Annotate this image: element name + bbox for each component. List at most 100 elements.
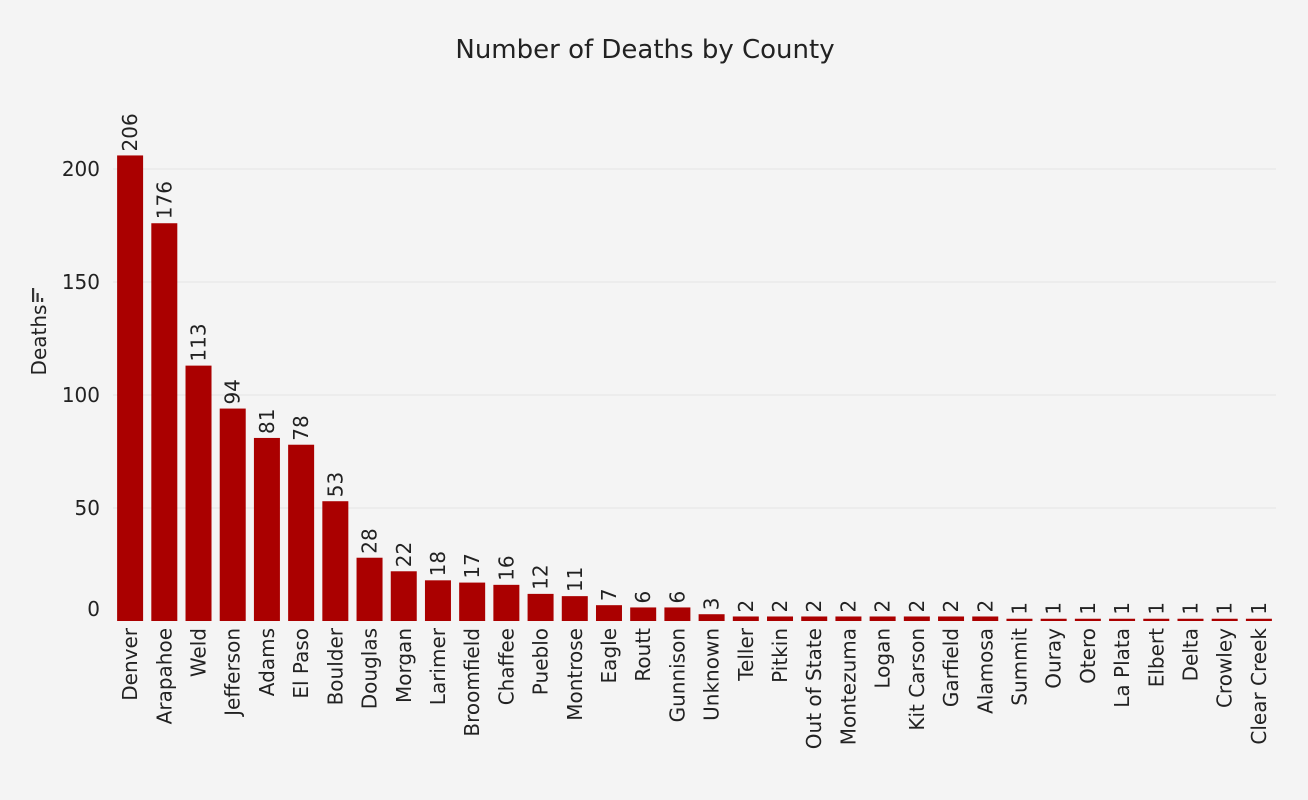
data-label: 18 <box>426 551 450 576</box>
bar[interactable] <box>322 501 349 621</box>
category-label: Eagle <box>597 628 621 683</box>
bar[interactable] <box>356 557 383 621</box>
data-label: 78 <box>289 415 313 440</box>
data-label: 1 <box>1042 602 1066 615</box>
bar[interactable] <box>253 437 280 621</box>
data-label: 6 <box>631 591 655 604</box>
grid-lines <box>113 168 1276 509</box>
bar[interactable] <box>1040 618 1067 621</box>
data-label: 1 <box>1144 602 1168 615</box>
data-label: 94 <box>221 379 245 404</box>
data-label: 16 <box>494 555 518 580</box>
category-label: Out of State <box>802 628 826 749</box>
category-label: Douglas <box>358 628 382 709</box>
category-label: Gunnison <box>665 628 689 722</box>
category-label: Larimer <box>426 627 450 705</box>
data-label: 1 <box>1247 602 1271 615</box>
category-label: Pueblo <box>529 628 553 695</box>
data-label: 2 <box>802 600 826 613</box>
bar[interactable] <box>1074 618 1101 621</box>
category-label: La Plata <box>1110 628 1134 708</box>
data-label: 206 <box>118 113 142 151</box>
bar[interactable] <box>1211 618 1238 621</box>
bar[interactable] <box>869 616 896 621</box>
bar[interactable] <box>903 616 930 621</box>
bar[interactable] <box>1109 618 1136 621</box>
data-label: 2 <box>734 600 758 613</box>
data-label: 1 <box>1007 602 1031 615</box>
data-label: 2 <box>973 600 997 613</box>
bar[interactable] <box>117 155 144 621</box>
y-axis-ticks: 0 50 100 150 200 <box>62 157 100 621</box>
category-label: Montrose <box>563 628 587 721</box>
category-label: Elbert <box>1144 628 1168 687</box>
category-label: Summit <box>1007 628 1031 706</box>
bar[interactable] <box>493 584 520 621</box>
bar[interactable] <box>288 444 315 621</box>
bar[interactable] <box>185 365 212 621</box>
data-label: 2 <box>871 600 895 613</box>
bar[interactable] <box>1245 618 1272 621</box>
category-label: Weld <box>187 628 211 677</box>
data-label: 1 <box>1178 602 1202 615</box>
bar[interactable] <box>459 582 486 621</box>
data-label: 1 <box>1076 602 1100 615</box>
category-label: Clear Creek <box>1247 628 1271 745</box>
bar[interactable] <box>630 607 657 621</box>
bar[interactable] <box>732 616 759 621</box>
data-label: 3 <box>700 597 724 610</box>
bar[interactable] <box>219 408 246 621</box>
bar[interactable] <box>938 616 965 621</box>
y-tick-label: 200 <box>62 157 100 181</box>
category-label: Unknown <box>700 628 724 721</box>
data-label: 2 <box>905 600 929 613</box>
bar[interactable] <box>561 596 588 621</box>
bar[interactable] <box>390 571 417 621</box>
data-label: 2 <box>768 600 792 613</box>
bar[interactable] <box>151 223 178 622</box>
category-label: Chaffee <box>494 628 518 705</box>
data-label: 2 <box>939 600 963 613</box>
bar[interactable] <box>801 616 828 621</box>
bar[interactable] <box>835 616 862 621</box>
category-label: Broomfield <box>460 628 484 737</box>
bar[interactable] <box>1143 618 1170 621</box>
bar[interactable] <box>595 605 622 621</box>
bar[interactable] <box>1006 618 1033 621</box>
data-label: 1 <box>1213 602 1237 615</box>
bar[interactable] <box>1177 618 1204 621</box>
bar[interactable] <box>424 580 451 621</box>
data-label: 6 <box>665 591 689 604</box>
category-label: Ouray <box>1042 628 1066 689</box>
y-tick-label: 100 <box>62 383 100 407</box>
y-tick-label: 150 <box>62 270 100 294</box>
data-label: 28 <box>358 528 382 553</box>
sort-descending-icon[interactable] <box>32 288 44 302</box>
y-axis-label: Deaths <box>27 305 51 376</box>
data-label: 176 <box>152 181 176 219</box>
data-label: 113 <box>187 323 211 361</box>
data-label: 53 <box>323 472 347 497</box>
category-label: Logan <box>871 628 895 689</box>
bar[interactable] <box>972 616 999 621</box>
data-label: 1 <box>1110 602 1134 615</box>
category-label: Boulder <box>323 627 347 705</box>
bar[interactable] <box>664 607 691 621</box>
category-label: Denver <box>118 627 142 701</box>
data-label: 81 <box>255 408 279 433</box>
bars <box>117 155 1272 622</box>
bar[interactable] <box>527 593 554 621</box>
category-label: Routt <box>631 628 655 682</box>
category-label: Teller <box>734 627 758 682</box>
data-label: 17 <box>460 553 484 578</box>
data-label: 22 <box>392 542 416 567</box>
data-label: 7 <box>597 588 621 601</box>
bar[interactable] <box>698 614 725 621</box>
y-axis-label-group: Deaths <box>27 288 51 375</box>
bar[interactable] <box>767 616 794 621</box>
y-tick-label: 0 <box>87 597 100 621</box>
category-label: Garfield <box>939 628 963 707</box>
category-label: El Paso <box>289 628 313 699</box>
